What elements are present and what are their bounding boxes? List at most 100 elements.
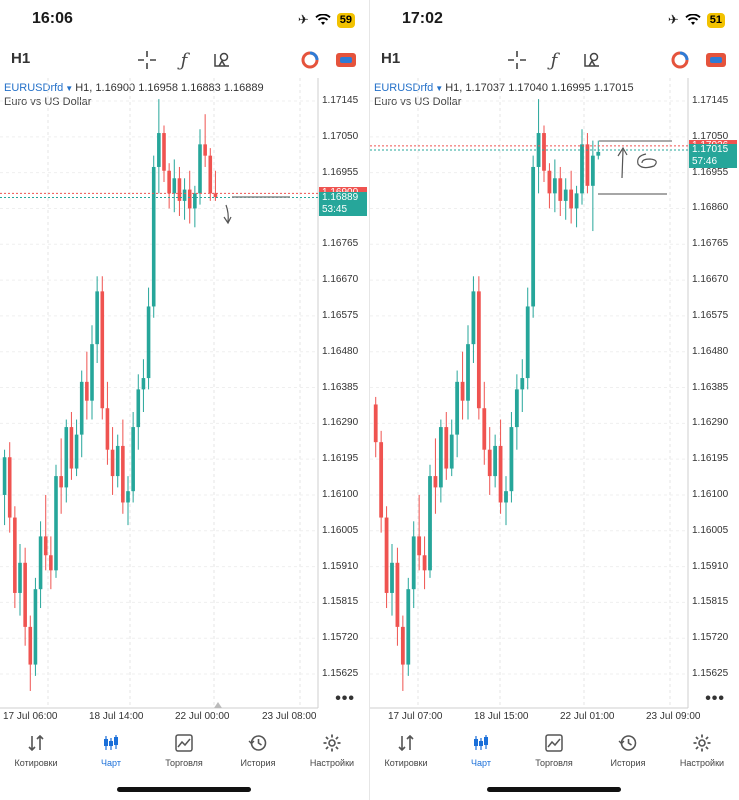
- price-level-label: 1.15720: [692, 632, 729, 644]
- trade-icon: [175, 734, 193, 752]
- timeframe-button[interactable]: H1: [11, 50, 31, 67]
- tab-label: Чарт: [101, 758, 121, 768]
- candle-body: [422, 555, 427, 571]
- candle-body: [417, 536, 422, 556]
- tab-label: Торговля: [165, 758, 203, 768]
- candle-body: [90, 344, 94, 401]
- time-axis: 17 Jul 06:00 18 Jul 14:00 22 Jul 00:00 2…: [0, 711, 318, 725]
- price-level-label: 1.15815: [692, 596, 729, 608]
- price-level-label: 1.16670: [322, 274, 359, 286]
- candle-body: [471, 291, 476, 345]
- tab-label: Чарт: [471, 758, 491, 768]
- price-level-label: 1.15625: [692, 668, 729, 679]
- crosshair-icon[interactable]: [505, 48, 529, 72]
- price-level-label: 1.16955: [322, 166, 359, 178]
- candle-body: [121, 445, 125, 503]
- candle-body: [493, 445, 498, 477]
- tab-history[interactable]: История: [222, 730, 294, 768]
- price-level-label: 1.16860: [692, 202, 729, 214]
- candle-body: [384, 517, 389, 593]
- trade-signal-icon[interactable]: [298, 48, 322, 72]
- tab-settings[interactable]: Настройки: [296, 730, 368, 768]
- wifi-icon: [315, 14, 331, 25]
- price-level-label: 1.16195: [692, 453, 729, 465]
- status-time: 16:06: [32, 10, 73, 27]
- more-options-button[interactable]: •••: [705, 690, 725, 707]
- candle-body: [105, 408, 110, 450]
- price-chart[interactable]: [370, 0, 739, 730]
- chat-icon[interactable]: [704, 48, 728, 72]
- price-level-label: 1.15720: [322, 632, 359, 644]
- tab-chart[interactable]: Чарт: [445, 730, 517, 768]
- time-label: 22 Jul 00:00: [175, 711, 230, 722]
- time-label: 17 Jul 07:00: [388, 711, 443, 722]
- price-level-label: 1.16100: [692, 488, 729, 500]
- candle-body: [428, 476, 432, 571]
- tab-trade[interactable]: Торговля: [148, 730, 220, 768]
- battery-indicator: 59: [336, 12, 355, 28]
- time-label: 18 Jul 14:00: [89, 711, 144, 722]
- candle-body: [563, 189, 568, 201]
- candle-body: [110, 449, 115, 477]
- more-options-button[interactable]: •••: [335, 690, 355, 707]
- time-marker: [214, 702, 222, 708]
- candle-body: [460, 381, 465, 401]
- price-level-label: 1.17145: [692, 95, 729, 106]
- candle-body: [213, 193, 218, 198]
- candle-body: [455, 381, 460, 435]
- gear-icon: [693, 734, 711, 752]
- time-label: 18 Jul 15:00: [474, 711, 529, 722]
- bid-price-label: 1.16889 53:45: [319, 191, 367, 216]
- timeframe-button[interactable]: H1: [381, 50, 401, 67]
- quotes-icon: [398, 734, 414, 752]
- tab-chart[interactable]: Чарт: [75, 730, 147, 768]
- candle-body: [379, 442, 384, 518]
- price-level-label: 1.16005: [322, 524, 359, 536]
- tab-quotes[interactable]: Котировки: [370, 730, 442, 768]
- objects-icon[interactable]: [580, 48, 604, 72]
- tab-label: История: [240, 758, 276, 768]
- candle-body: [182, 189, 187, 201]
- candle-body: [476, 291, 481, 409]
- candle-body: [146, 306, 151, 379]
- candle-body: [69, 427, 74, 469]
- tab-label: История: [610, 758, 646, 768]
- tab-quotes[interactable]: Котировки: [0, 730, 72, 768]
- time-axis: 17 Jul 07:00 18 Jul 15:00 22 Jul 01:00 2…: [370, 711, 701, 725]
- candle-body: [542, 133, 546, 171]
- candle-body: [514, 389, 519, 428]
- crosshair-icon[interactable]: [135, 48, 159, 72]
- candle-body: [33, 589, 38, 665]
- candle-body: [157, 133, 161, 167]
- chart-candles-icon: [474, 735, 488, 750]
- airplane-icon: ✈: [667, 12, 679, 27]
- candle-body: [28, 626, 33, 665]
- candle-body: [193, 193, 197, 209]
- candle-body: [64, 427, 69, 488]
- candle-body: [569, 189, 574, 209]
- objects-icon[interactable]: [210, 48, 234, 72]
- candle-body: [504, 491, 508, 503]
- caret-down-icon[interactable]: ▼: [435, 84, 444, 93]
- price-level-label: 1.16765: [322, 238, 359, 250]
- panel-divider: [369, 0, 370, 800]
- tab-trade[interactable]: Торговля: [518, 730, 590, 768]
- tab-history[interactable]: История: [592, 730, 664, 768]
- price-chart[interactable]: [0, 0, 369, 730]
- candle-body: [7, 457, 12, 518]
- indicators-icon[interactable]: ƒ: [550, 49, 558, 71]
- candle-body: [482, 408, 487, 450]
- candle-body: [373, 404, 378, 443]
- chat-icon[interactable]: [334, 48, 358, 72]
- price-level-label: 1.17050: [692, 130, 729, 142]
- candle-body: [100, 291, 105, 409]
- indicators-icon[interactable]: ƒ: [180, 49, 188, 71]
- tab-settings[interactable]: Настройки: [666, 730, 738, 768]
- candle-body: [136, 389, 141, 428]
- caret-down-icon[interactable]: ▼: [65, 84, 74, 93]
- candle-body: [466, 344, 470, 401]
- home-indicator: [487, 787, 621, 792]
- tab-label: Котировки: [14, 758, 58, 768]
- trade-signal-icon[interactable]: [668, 48, 692, 72]
- status-time: 17:02: [402, 10, 443, 27]
